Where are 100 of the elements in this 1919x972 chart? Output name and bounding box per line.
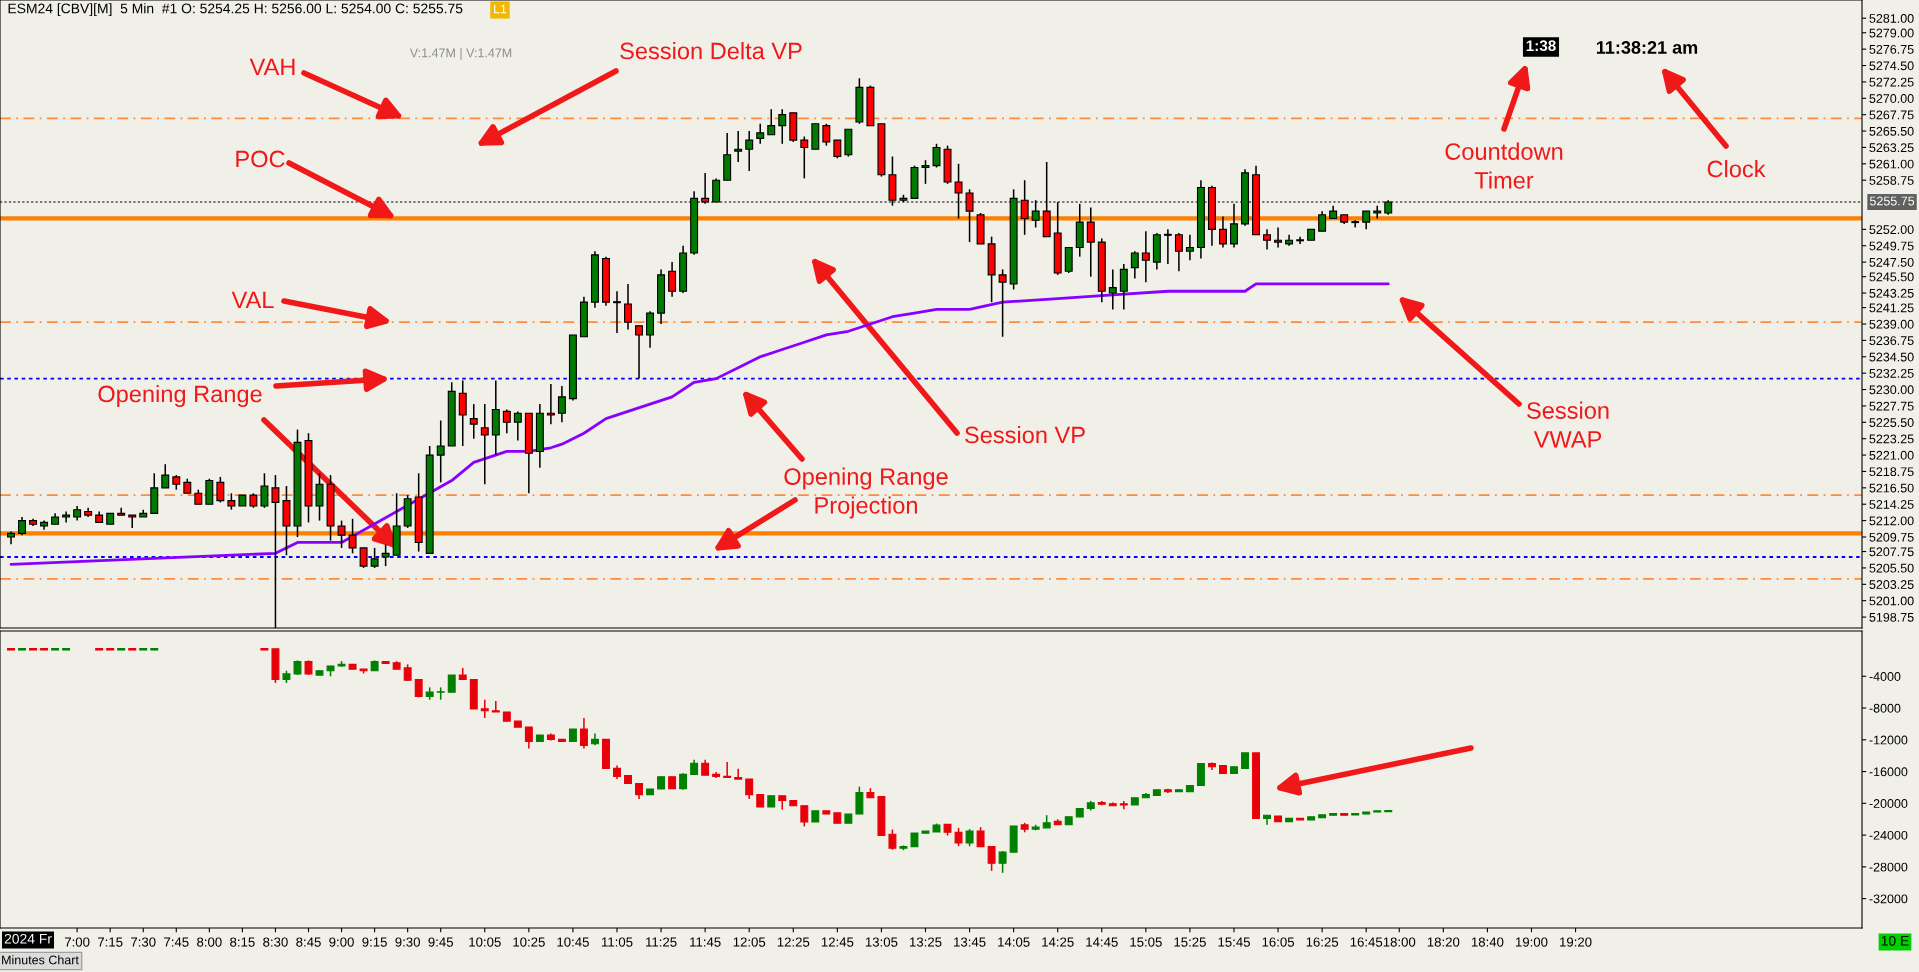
y-tick-label: 5207.75 [1869,547,1914,557]
candlestick [888,828,897,851]
y-tick-label: -32000 [1869,894,1908,904]
y-tick-label: 5214.25 [1869,500,1914,509]
x-tick-label: 10:25 [513,937,545,947]
annotation: Session VWAP [1527,401,1609,448]
candlestick [1119,263,1128,311]
y-tick-label: 5232.25 [1869,368,1914,378]
candlestick [381,543,390,567]
candlestick [458,379,467,447]
candlestick [855,785,864,815]
candlestick [800,135,809,180]
x-tick-label: 15:45 [1218,937,1250,947]
candlestick [205,477,214,505]
y-tick-label: 5234.50 [1869,352,1914,362]
annotation: Session VP [965,425,1085,444]
y-tick-label: 5258.75 [1869,176,1914,185]
y-tick-label: 5276.75 [1869,44,1914,54]
x-tick-label: 18:40 [1471,937,1504,947]
ref-line-label: 5255.75 [1869,196,1915,206]
y-tick-label: 5243.25 [1869,288,1914,298]
candlestick [1318,210,1327,232]
candlestick [469,403,478,440]
x-tick-label: 16:05 [1262,937,1295,947]
candlestick [1108,268,1117,311]
candlestick [117,507,126,516]
candlestick [491,700,500,713]
y-tick-label: 5274.50 [1869,61,1914,71]
annotation: Clock [1707,159,1766,178]
candlestick [624,283,632,331]
candlestick [161,463,170,489]
x-tick-label: 18:20 [1427,937,1460,947]
annotation: VAH [249,58,295,76]
candlestick [370,547,379,569]
x-tick-label: 7:15 [98,937,123,947]
candlestick [1274,226,1283,249]
x-tick-label: 15:25 [1174,937,1206,947]
text: 2024 Fr [4,933,52,944]
candlestick [348,518,357,555]
candlestick [1086,206,1095,278]
line-series [9,282,1390,566]
candlestick [932,143,941,169]
y-tick-label: 5281.00 [1869,14,1914,23]
y-tick-label: 5209.75 [1869,532,1914,542]
candlestick [921,159,930,185]
candlestick [734,130,743,163]
y-tick-label: 5245.50 [1869,272,1914,282]
y-tick-label: -20000 [1869,799,1908,808]
y-tick-label: 5272.25 [1869,77,1914,87]
candlestick [1350,219,1361,229]
candlestick [546,383,555,425]
candlestick [668,261,677,298]
y-tick-label: 5263.25 [1869,143,1914,153]
y-tick-label: -28000 [1869,862,1908,872]
candlestick [1362,210,1371,231]
annotation: Countdown Timer [1445,142,1563,189]
annotation: 1:38 [1526,40,1556,52]
chart-title: ESM24 [CBV][M] 5 Min #1 O: 5254.25 H: 5256.00 L: 5254.00 C: 5255.75 [8,3,463,17]
candlestick [1064,246,1073,274]
candlestick [954,827,963,847]
x-tick-label: 8:45 [296,937,321,947]
y-tick-label: -8000 [1869,703,1901,713]
x-tick-label: 13:45 [954,937,986,947]
x-tick-label: 8:00 [197,937,222,947]
y-tick-label: 5225.50 [1869,418,1914,427]
x-tick-label: 8:15 [230,937,255,947]
candlestick [734,768,743,780]
candlestick [1295,235,1305,245]
candlestick [128,514,137,529]
x-tick-label: 11:45 [690,937,721,947]
x-tick-label: 7:00 [64,937,90,947]
candlestick [1196,763,1205,787]
annotation: Session Delta VP [620,42,802,60]
y-tick-label: 5198.75 [1869,612,1914,622]
y-tick-label: 5218.75 [1869,467,1914,477]
candlestick [778,108,787,145]
candlestick [723,761,732,779]
candlestick [260,472,269,509]
candlestick [315,472,324,522]
y-tick-label: -16000 [1869,767,1908,777]
y-tick-label: -24000 [1869,830,1908,840]
x-tick-label: 19:00 [1515,937,1548,947]
y-tick-label: 5267.75 [1869,110,1914,120]
y-tick-label: -12000 [1869,735,1908,745]
candlestick [646,310,655,349]
candlestick [1162,228,1173,265]
x-tick-label: 14:05 [998,937,1030,947]
candlestick [436,419,445,484]
x-tick-label: 7:30 [131,937,156,947]
y-tick-label: 5205.50 [1869,563,1914,573]
candlestick [216,476,225,504]
text: 10 E [1881,935,1909,946]
candlestick [18,516,27,536]
candlestick [579,717,588,750]
text: Minutes Chart [2,955,79,965]
candlestick [998,850,1007,874]
candlestick [822,123,831,147]
candlestick [756,123,765,145]
candlestick [337,519,346,549]
y-tick-label: 5227.75 [1869,401,1914,411]
